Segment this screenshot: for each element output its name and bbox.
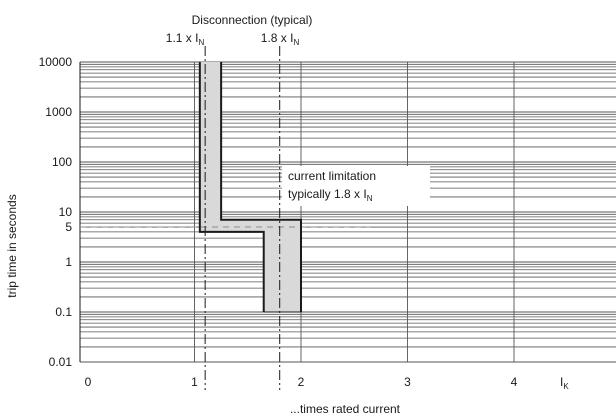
x-end-label: IK xyxy=(560,375,569,391)
band-layer xyxy=(80,62,370,313)
marker-label-1-1-sub: N xyxy=(198,38,204,47)
tripping-band-fill xyxy=(199,62,301,312)
x-tick-label: 3 xyxy=(404,375,411,389)
limitation-note-bg xyxy=(282,166,430,206)
x-tick-label: 1 xyxy=(191,375,198,389)
marker-label-1-1: 1.1 x IN xyxy=(166,31,205,47)
min-trip-curve xyxy=(198,62,265,312)
x-tick-label: 0 xyxy=(85,375,92,389)
marker-label-1-8-main: 1.8 x I xyxy=(261,31,294,45)
y-tick-label: 1 xyxy=(65,255,72,269)
marker-label-1-8-sub: N xyxy=(293,38,299,47)
disconnection-title: Disconnection (typical) xyxy=(192,13,313,27)
y-tick-label: 0.01 xyxy=(49,355,73,369)
limitation-note-line1: current limitation xyxy=(288,169,376,183)
x-end-label-sub: K xyxy=(563,382,569,391)
y-tick-label: 1000 xyxy=(45,105,72,119)
limitation-note-line2-sub: N xyxy=(367,194,373,203)
x-axis-label: ...times rated current xyxy=(290,402,401,416)
marker-label-1-1-main: 1.1 x I xyxy=(166,31,199,45)
max-trip-curve xyxy=(220,62,302,312)
x-tick-label: 2 xyxy=(298,375,305,389)
x-end-label-main: I xyxy=(560,375,563,389)
y-tick-label: 5 xyxy=(65,220,72,234)
marker-layer xyxy=(204,46,281,390)
limitation-note-line2: typically 1.8 x IN xyxy=(288,187,373,203)
tick-layer: 0.010.11510100100010000012345 xyxy=(39,55,518,389)
y-tick-label: 100 xyxy=(52,155,72,169)
y-tick-label: 0.1 xyxy=(55,305,72,319)
limitation-note-line2-main: typically 1.8 x I xyxy=(288,187,367,201)
y-tick-label: 10 xyxy=(59,205,73,219)
y-tick-label: 10000 xyxy=(39,55,73,69)
grid-layer xyxy=(79,61,616,363)
y-axis-label: trip time in seconds xyxy=(5,194,19,297)
x-tick-label: 4 xyxy=(511,375,518,389)
marker-label-1-8: 1.8 x IN xyxy=(261,31,300,47)
